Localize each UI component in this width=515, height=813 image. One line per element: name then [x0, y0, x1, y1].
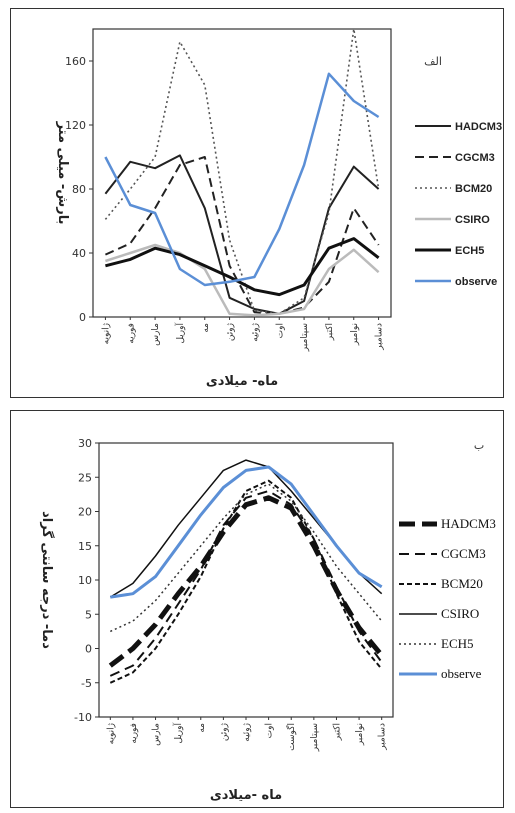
legend-label-csiro: CSIRO: [455, 214, 490, 226]
x-category-label: نوامبر: [355, 723, 365, 746]
legend-label-ech5: ECH5: [441, 636, 474, 651]
panel-corner-label: الف: [424, 55, 442, 68]
legend-label-hadcm3: HADCM3: [455, 121, 502, 133]
x-category-label: مه: [201, 323, 211, 333]
x-category-label: نوامبر: [350, 323, 360, 346]
plot-frame: [98, 442, 394, 718]
legend-label-csiro: CSIRO: [441, 606, 479, 621]
y-tick-label: 25: [78, 471, 92, 484]
temperature-chart-panel: -10 -5 0 5 10 15 20 25 30 ژانویه فوریه مارس آوریل مه ژ…: [10, 410, 504, 808]
x-category-label: اوت: [265, 723, 275, 738]
series-line-csiro: [105, 243, 380, 317]
y-tick-label: 15: [78, 540, 92, 553]
x-category-label: سپتامبر: [310, 723, 320, 752]
x-category-label: اکتبر: [325, 323, 335, 341]
y-tick-label: -5: [81, 677, 92, 690]
y-tick-label: 160: [65, 55, 86, 68]
x-category-label: فوریه: [126, 323, 136, 344]
x-axis-title: ماه- میلادی: [206, 374, 278, 389]
plot-frame: [92, 28, 392, 318]
series-line-cgcm3: [109, 490, 383, 677]
y-tick-label: 0: [79, 311, 86, 324]
series-line-ech5: [105, 237, 380, 297]
x-category-label: آوریل: [174, 323, 186, 344]
y-tick-label: 0: [85, 643, 92, 656]
x-category-label: فوریه: [129, 723, 139, 744]
y-tick-label: -10: [74, 711, 92, 724]
x-category-label: دسامبر: [375, 323, 385, 351]
x-category-label: مارس: [151, 323, 161, 346]
series-line-bcm20: [109, 479, 383, 684]
x-category-label: ژوئیه: [250, 323, 260, 342]
y-axis-title: دما- درجه سانتی گراد: [39, 511, 55, 649]
x-category-label: ژوئن: [219, 723, 229, 741]
series-line-ech5: [109, 483, 383, 633]
legend-label-observe: observe: [455, 276, 497, 288]
y-tick-label: 20: [78, 506, 92, 519]
series-line-cgcm3: [104, 156, 380, 315]
y-axis-title: بارش- میلی متر: [55, 121, 70, 225]
x-category-label: اوت: [275, 323, 285, 338]
x-axis-title: ماه -میلادی: [210, 788, 282, 803]
series-line-observe: [104, 72, 380, 287]
legend-label-observe: observe: [441, 666, 482, 681]
legend-label-cgcm3: CGCM3: [455, 152, 495, 164]
series-line-csiro: [109, 459, 383, 598]
legend-label-ech5: ECH5: [455, 245, 484, 257]
x-category-label: آوریل: [172, 723, 184, 744]
x-category-label: اکتبر: [332, 723, 342, 741]
x-category-label: دسامبر: [378, 723, 388, 751]
y-tick-label: 120: [65, 119, 86, 132]
series-line-hadcm3: [104, 154, 380, 315]
legend-label-hadcm3: HADCM3: [441, 516, 496, 531]
y-tick-label: 5: [85, 608, 92, 621]
x-category-label: ژوئن: [226, 323, 236, 341]
series-line-hadcm3: [108, 495, 384, 668]
x-category-label: ژوئیه: [242, 723, 252, 742]
y-tick-label: 40: [72, 247, 86, 260]
legend-label-cgcm3: CGCM3: [441, 546, 486, 561]
series-line-observe: [110, 465, 383, 599]
x-category-label: سپتامبر: [300, 323, 310, 352]
x-category-label: ژانویه: [101, 323, 111, 344]
y-tick-label: 80: [72, 183, 86, 196]
x-category-label: مارس: [152, 723, 162, 746]
temperature-chart: -10 -5 0 5 10 15 20 25 30 ژانویه فوریه مارس آوریل مه ژ…: [39, 437, 496, 803]
x-category-label: ژانویه: [106, 723, 116, 744]
x-category-label: مه: [197, 723, 207, 733]
series-line-bcm20: [104, 28, 380, 315]
panel-corner-label: ب: [474, 439, 484, 452]
legend-label-bcm20: BCM20: [441, 576, 483, 591]
y-tick-label: 30: [78, 437, 92, 450]
precipitation-chart: 0 40 80 120 160 ژانویه فوریه مارس آوریل مه ژوئن ژوئ…: [55, 28, 502, 389]
y-tick-label: 10: [78, 574, 92, 587]
legend-label-bcm20: BCM20: [455, 183, 492, 195]
x-category-label: اگوست: [285, 723, 297, 751]
precipitation-chart-panel: 0 40 80 120 160 ژانویه فوریه مارس آوریل مه ژوئن ژوئ…: [10, 8, 504, 398]
